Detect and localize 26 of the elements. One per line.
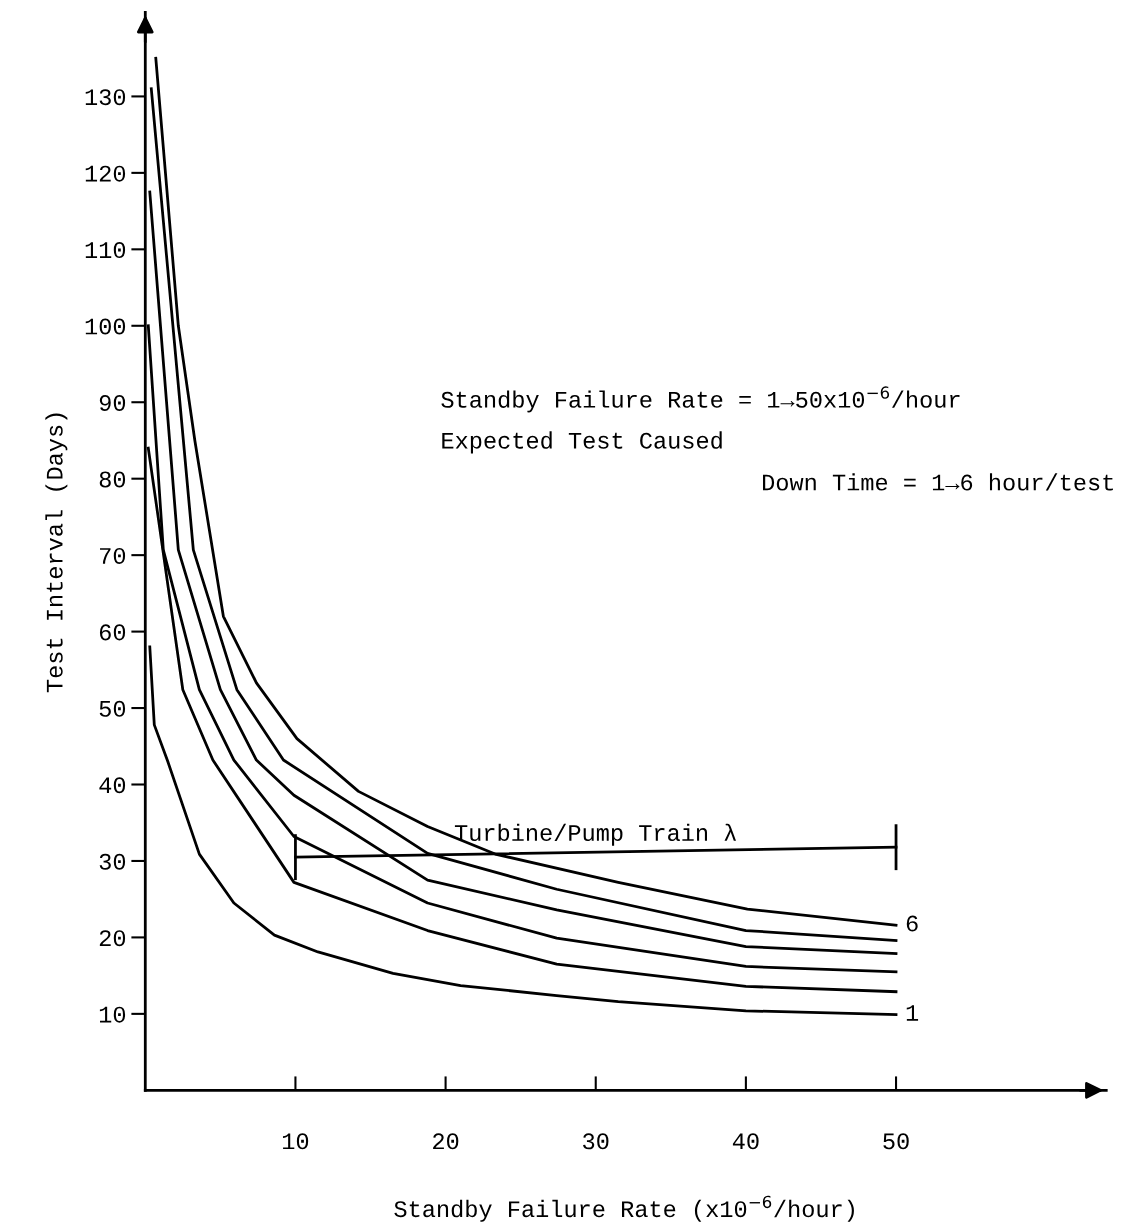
y-tick-label: 40 [99,777,126,794]
y-tick-label: 120 [85,165,126,182]
y-tick-label: 130 [85,89,126,106]
x-tick-label: 30 [583,1133,609,1150]
y-tick-label: 100 [85,318,126,335]
x-tick-label: 40 [732,1133,759,1150]
annotation: Standby Failure Rate = 1→50x10$^{−6}$/hour [441,386,960,413]
y-tick-label: 90 [99,395,126,412]
series-label: 1 [906,1005,919,1021]
series-label: 6 [906,915,918,932]
annotation: Turbine/Pump Train λ [454,823,736,846]
x-tick-label: 20 [433,1133,459,1150]
y-tick-label: 80 [99,471,126,488]
y-tick-label: 70 [100,547,126,564]
y-tick-label: 20 [99,930,126,947]
y-tick-label: 30 [99,853,126,870]
x-tick-label: 50 [883,1133,909,1150]
y-tick-label: 50 [99,700,126,717]
annotation: Expected Test Caused [442,431,722,454]
y-axis-title: Test Interval (Days) [45,413,68,693]
x-tick-label: 10 [282,1133,309,1150]
x-axis-title: Standby Failure Rate (x10$^{−6}$/hour) [394,1195,854,1222]
annotation: Down Time = 1→6 hour/test [763,473,1113,491]
y-tick-label: 110 [85,242,126,259]
y-tick-label: 60 [99,624,126,641]
y-tick-label: 10 [99,1006,126,1023]
